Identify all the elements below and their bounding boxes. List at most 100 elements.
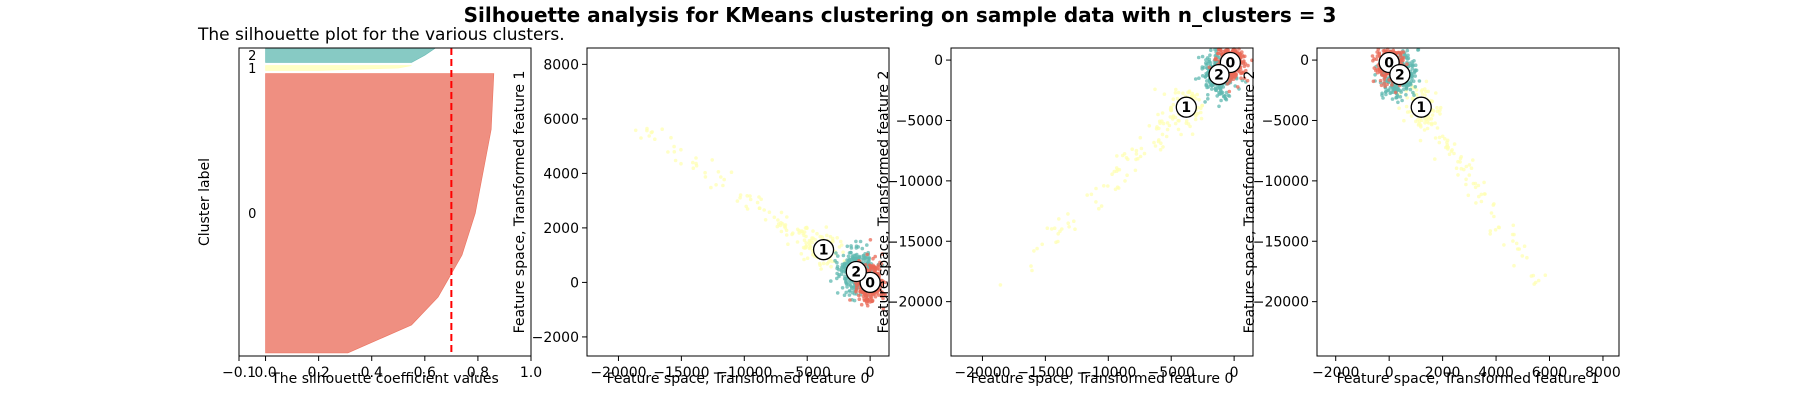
point-cluster-1 [1452, 142, 1457, 146]
point-cluster-1 [1473, 185, 1478, 190]
point-cluster-1 [1066, 212, 1070, 216]
point-cluster-1 [811, 252, 815, 257]
point-cluster-1 [1175, 96, 1180, 101]
point-cluster-0 [1401, 56, 1406, 60]
point-cluster-1 [1482, 180, 1486, 185]
point-cluster-1 [1176, 127, 1181, 132]
point-cluster-1 [1094, 200, 1098, 204]
point-cluster-1 [1419, 125, 1423, 129]
point-cluster-0 [871, 256, 875, 261]
point-cluster-2 [1408, 81, 1412, 86]
point-cluster-1 [1445, 138, 1450, 143]
point-cluster-0 [1378, 78, 1383, 83]
point-cluster-1 [1049, 227, 1054, 231]
point-cluster-1 [779, 229, 784, 234]
point-cluster-0 [1370, 54, 1375, 58]
point-cluster-1 [694, 156, 698, 160]
point-cluster-0 [1215, 51, 1220, 56]
x-axis-label: Feature space, Transformed feature 0 [607, 371, 870, 387]
point-cluster-1 [748, 194, 752, 198]
scatter-axes-frame [586, 47, 890, 357]
point-cluster-1 [1422, 128, 1427, 132]
point-cluster-1 [819, 267, 823, 271]
point-cluster-1 [1517, 247, 1521, 251]
point-cluster-1 [1479, 199, 1484, 204]
point-cluster-1 [1045, 226, 1050, 230]
point-cluster-1 [1195, 92, 1199, 97]
point-cluster-1 [1493, 228, 1498, 232]
point-cluster-1 [1193, 117, 1198, 122]
point-cluster-1 [1110, 172, 1114, 176]
silhouette-band-cluster-0 [265, 73, 495, 354]
point-cluster-1 [1056, 239, 1060, 244]
point-cluster-1 [1138, 154, 1143, 159]
point-cluster-0 [1385, 82, 1389, 87]
point-cluster-1 [679, 161, 683, 166]
point-cluster-1 [759, 197, 763, 202]
point-cluster-1 [824, 225, 829, 229]
point-cluster-1 [1165, 127, 1170, 132]
silhouette-band-cluster-2 [265, 47, 437, 63]
point-cluster-2 [845, 281, 849, 286]
cluster-label-2: 2 [248, 49, 256, 64]
point-cluster-0 [883, 280, 887, 285]
y-tick-label: 2000 [543, 221, 579, 237]
point-cluster-1 [1414, 88, 1419, 92]
point-cluster-2 [1204, 83, 1208, 88]
point-cluster-1 [767, 210, 772, 214]
point-cluster-1 [1423, 93, 1427, 97]
point-cluster-2 [1209, 48, 1213, 52]
point-cluster-1 [1155, 125, 1159, 129]
cluster-center-label-1: 1 [1181, 100, 1191, 116]
point-cluster-1 [1115, 185, 1120, 189]
point-cluster-1 [1052, 226, 1057, 230]
point-cluster-1 [1415, 118, 1420, 122]
point-cluster-0 [881, 306, 886, 311]
point-cluster-1 [1097, 206, 1101, 211]
point-cluster-1 [1162, 92, 1167, 96]
point-cluster-0 [877, 268, 882, 272]
cluster-center-1 [1410, 96, 1432, 118]
point-cluster-1 [1443, 137, 1447, 141]
silhouette-band-cluster-1 [265, 65, 412, 71]
point-cluster-2 [842, 266, 847, 271]
y-tick-label: −15000 [887, 234, 943, 250]
point-cluster-0 [869, 296, 874, 300]
cluster-center-1 [812, 239, 835, 261]
point-cluster-1 [1190, 91, 1195, 96]
point-cluster-0 [1374, 68, 1378, 73]
point-cluster-2 [841, 269, 846, 274]
cluster-label-0: 0 [248, 207, 256, 222]
point-cluster-1 [1147, 124, 1152, 128]
point-cluster-1 [738, 196, 742, 200]
point-cluster-2 [844, 290, 848, 295]
point-cluster-1 [825, 261, 829, 266]
point-cluster-1 [1125, 173, 1129, 177]
x-tick-label: 4000 [1478, 365, 1514, 381]
point-cluster-0 [1244, 68, 1248, 73]
point-cluster-1 [1040, 242, 1044, 247]
point-cluster-1 [735, 199, 740, 203]
point-cluster-1 [1452, 151, 1456, 156]
point-cluster-1 [1171, 102, 1176, 107]
point-cluster-1 [1466, 193, 1471, 198]
point-cluster-1 [755, 200, 760, 205]
x-tick-label: −5000 [784, 365, 831, 381]
x-tick-label: 6000 [1532, 365, 1568, 381]
point-cluster-1 [1430, 121, 1434, 126]
point-cluster-2 [841, 253, 846, 258]
point-cluster-1 [1488, 232, 1492, 236]
point-cluster-1 [1171, 97, 1176, 101]
point-cluster-2 [1213, 87, 1218, 91]
silhouette-plot-title: The silhouette plot for the various clus… [197, 25, 565, 45]
point-cluster-1 [716, 170, 721, 174]
point-cluster-1 [1194, 114, 1198, 118]
point-cluster-1 [1458, 156, 1463, 161]
point-cluster-2 [858, 254, 862, 259]
point-cluster-1 [776, 218, 780, 222]
point-cluster-0 [879, 290, 884, 295]
point-cluster-1 [1477, 194, 1481, 199]
point-cluster-0 [1379, 83, 1384, 88]
point-cluster-1 [1511, 239, 1515, 243]
point-cluster-2 [1412, 59, 1416, 63]
